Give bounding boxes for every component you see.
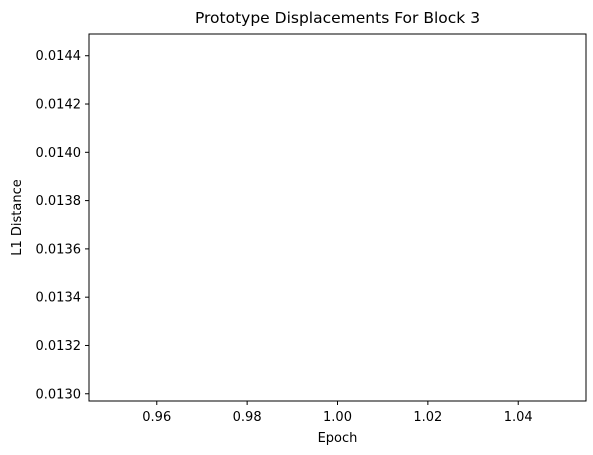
y-tick-label: 0.0136 [36, 242, 82, 257]
x-axis-ticks: 0.96 0.98 1.00 1.02 1.04 [142, 401, 533, 425]
plot-frame [88, 33, 587, 402]
y-axis-ticks: 0.0130 0.0132 0.0134 0.0136 0.0138 0.0140 0.01… [36, 49, 89, 402]
plot-background [89, 34, 586, 401]
y-tick-label: 0.0130 [36, 387, 82, 402]
x-tick-label: 1.00 [323, 410, 352, 425]
y-axis-label: L1 Distance [10, 179, 25, 256]
x-tick-label: 1.04 [504, 410, 533, 425]
y-tick-label: 0.0134 [36, 291, 82, 306]
x-tick-label: 0.98 [233, 410, 262, 425]
x-axis-label: Epoch [318, 431, 358, 446]
y-tick-label: 0.0140 [36, 146, 82, 161]
y-tick-label: 0.0142 [36, 98, 82, 113]
y-tick-label: 0.0132 [36, 339, 82, 354]
x-tick-label: 1.02 [413, 410, 442, 425]
y-tick-label: 0.0138 [36, 194, 82, 209]
x-tick-label: 0.96 [142, 410, 171, 425]
chart-title: Prototype Displacements For Block 3 [195, 9, 480, 27]
y-tick-label: 0.0144 [36, 49, 82, 64]
